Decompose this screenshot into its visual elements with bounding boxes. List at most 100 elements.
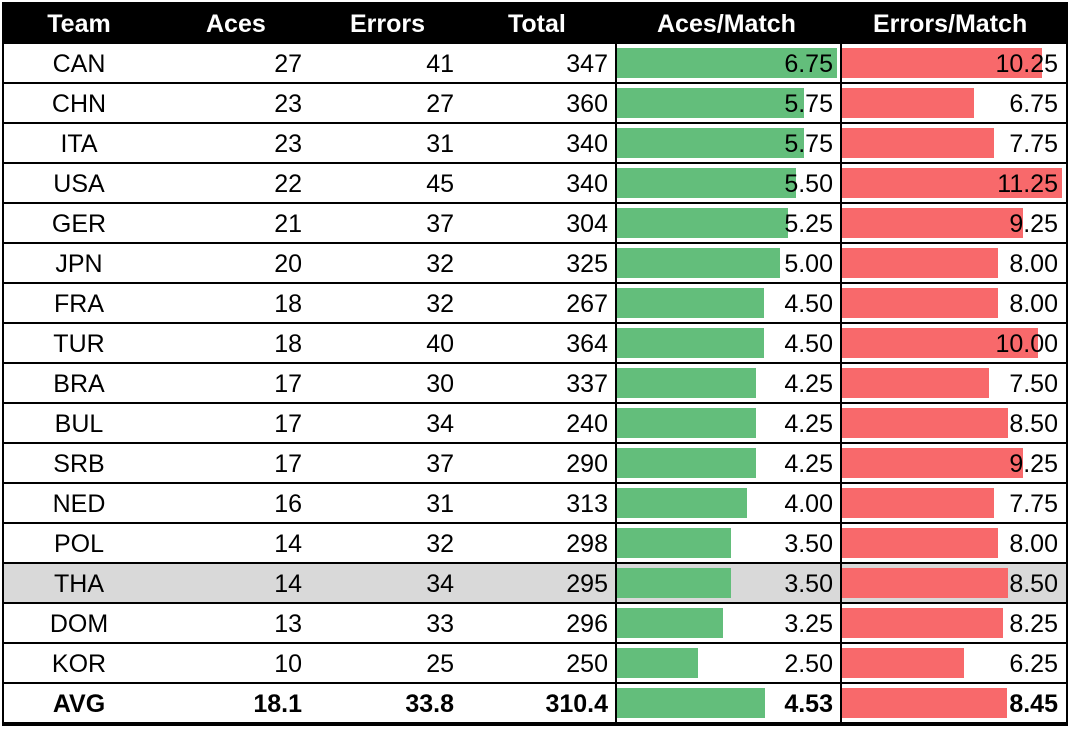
errors-per-match-label: 9.25 <box>1009 450 1058 478</box>
aces-per-match-label: 4.50 <box>784 290 833 318</box>
aces-per-match-label: 4.50 <box>784 330 833 358</box>
errors-per-match-label: 9.25 <box>1009 210 1058 238</box>
errors-per-match-bar <box>842 328 1038 358</box>
aces-cell: 20 <box>274 250 302 278</box>
total-cell: 340 <box>566 170 608 198</box>
summary-row: AVG 18.1 33.8 310.4 4.53 8.45 <box>2 684 1066 724</box>
table-row: NED 16 31 313 4.00 7.75 <box>2 484 1066 524</box>
aces-per-match-label: 6.75 <box>784 50 833 78</box>
team-cell: SRB <box>53 450 105 478</box>
total-cell: 267 <box>566 290 608 318</box>
errors-per-match-bar <box>842 568 1009 598</box>
header-aces: Aces <box>206 10 266 38</box>
aces-per-match-bar <box>617 488 748 518</box>
errors-per-match-bar <box>842 528 999 558</box>
aces-per-match-bar <box>617 168 797 198</box>
errors-cell: 41 <box>426 50 454 78</box>
errors-per-match-label: 7.75 <box>1009 130 1058 158</box>
errors-cell: 31 <box>426 490 454 518</box>
total-cell: 340 <box>566 130 608 158</box>
errors-per-match-bar <box>842 648 965 678</box>
aces-cell: 23 <box>274 130 302 158</box>
errors-per-match-bar <box>842 128 994 158</box>
total-cell: 250 <box>566 650 608 678</box>
errors-per-match-label: 8.50 <box>1009 570 1058 598</box>
aces-per-match-bar <box>617 48 837 78</box>
aces-per-match-bar <box>617 528 732 558</box>
errors-cell: 32 <box>426 250 454 278</box>
team-cell: FRA <box>54 290 104 318</box>
aces-cell: 18 <box>274 290 302 318</box>
errors-per-match-label: 6.25 <box>1009 650 1058 678</box>
aces-cell: 14 <box>274 530 302 558</box>
aces-per-match-bar <box>617 408 756 438</box>
total-cell: 364 <box>566 330 608 358</box>
aces-per-match-label: 5.75 <box>784 90 833 118</box>
aces-per-match-bar <box>617 288 764 318</box>
errors-cell: 45 <box>426 170 454 198</box>
errors-per-match-label: 6.75 <box>1009 90 1058 118</box>
team-cell: TUR <box>53 330 105 358</box>
team-cell: NED <box>52 490 106 518</box>
errors-per-match-label: 10.25 <box>995 50 1058 78</box>
errors-per-match-bar <box>842 368 989 398</box>
aces-cell: 23 <box>274 90 302 118</box>
table-row: TUR 18 40 364 4.50 10.00 <box>2 324 1066 364</box>
errors-cell: 32 <box>426 290 454 318</box>
header-total: Total <box>508 10 566 38</box>
table-row: JPN 20 32 325 5.00 8.00 <box>2 244 1066 284</box>
team-cell: BUL <box>54 410 104 438</box>
aces-per-match-label: 5.75 <box>784 130 833 158</box>
table-row: DOM 13 33 296 3.25 8.25 <box>2 604 1066 644</box>
total-cell: 325 <box>566 250 608 278</box>
aces-per-match-label: 3.25 <box>784 610 833 638</box>
aces-per-match-label: 4.25 <box>784 450 833 478</box>
column-divider <box>840 2 842 726</box>
errors-per-match-bar <box>842 88 974 118</box>
aces-per-match-label: 3.50 <box>784 530 833 558</box>
aces-per-match-label: 2.50 <box>784 650 833 678</box>
errors-cell: 34 <box>426 570 454 598</box>
errors-per-match-label: 7.75 <box>1009 490 1058 518</box>
errors-per-match-bar <box>842 688 1008 718</box>
total-cell: 304 <box>566 210 608 238</box>
total-cell: 290 <box>566 450 608 478</box>
table-row: FRA 18 32 267 4.50 8.00 <box>2 284 1066 324</box>
aces-per-match-label: 4.00 <box>784 490 833 518</box>
aces-cell: 18 <box>274 330 302 358</box>
total-cell: 313 <box>566 490 608 518</box>
team-cell: USA <box>53 170 105 198</box>
aces-cell: 16 <box>274 490 302 518</box>
errors-cell: 30 <box>426 370 454 398</box>
errors-per-match-label: 10.00 <box>995 330 1058 358</box>
errors-per-match-bar <box>842 248 999 278</box>
aces-per-match-bar <box>617 568 732 598</box>
aces-per-match-label: 4.53 <box>784 690 833 718</box>
team-cell: JPN <box>55 250 103 278</box>
table-row: BRA 17 30 337 4.25 7.50 <box>2 364 1066 404</box>
errors-per-match-label: 8.00 <box>1009 290 1058 318</box>
aces-per-match-label: 5.25 <box>784 210 833 238</box>
aces-per-match-bar <box>617 608 723 638</box>
total-cell: 298 <box>566 530 608 558</box>
total-cell: 360 <box>566 90 608 118</box>
table-row: POL 14 32 298 3.50 8.00 <box>2 524 1066 564</box>
total-cell: 347 <box>566 50 608 78</box>
aces-per-match-label: 3.50 <box>784 570 833 598</box>
aces-per-match-bar <box>617 128 805 158</box>
errors-cell: 25 <box>426 650 454 678</box>
errors-per-match-bar <box>842 608 1004 638</box>
errors-per-match-bar <box>842 168 1062 198</box>
errors-per-match-label: 8.45 <box>1009 690 1058 718</box>
aces-per-match-label: 4.25 <box>784 370 833 398</box>
errors-cell: 37 <box>426 450 454 478</box>
aces-per-match-bar <box>617 448 756 478</box>
team-cell: CAN <box>52 50 106 78</box>
aces-per-match-bar <box>617 328 764 358</box>
aces-cell: 17 <box>274 450 302 478</box>
table-row: GER 21 37 304 5.25 9.25 <box>2 204 1066 244</box>
table-row: KOR 10 25 250 2.50 6.25 <box>2 644 1066 684</box>
errors-per-match-bar <box>842 448 1023 478</box>
errors-per-match-label: 8.00 <box>1009 530 1058 558</box>
table-row: BUL 17 34 240 4.25 8.50 <box>2 404 1066 444</box>
